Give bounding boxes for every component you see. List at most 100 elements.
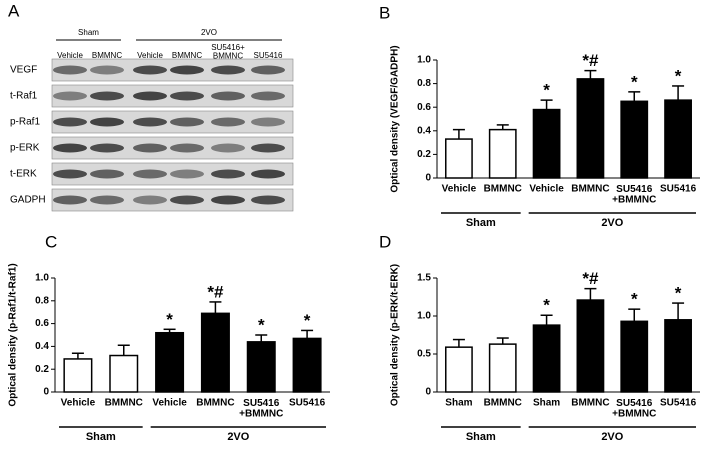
blot-band <box>251 117 285 127</box>
x-tick-label: SU5416 +BMMNC <box>239 398 283 420</box>
blot-band <box>90 91 124 101</box>
x-tick-label: SU5416 +BMMNC <box>612 398 656 420</box>
significance: *# <box>582 51 599 70</box>
y-tick-label: 0 <box>43 387 49 398</box>
lane-label: BMMNC <box>172 51 202 60</box>
blot-band <box>53 169 87 179</box>
blot-band <box>90 117 124 127</box>
blot-band <box>211 91 245 101</box>
row-label: t-ERK <box>10 169 37 180</box>
group-label: 2VO <box>201 28 217 37</box>
significance: * <box>258 315 265 334</box>
bar <box>576 299 605 393</box>
y-tick-label: 1.0 <box>417 55 431 66</box>
row-label: VEGF <box>10 65 37 76</box>
blot-band <box>251 195 285 205</box>
significance: * <box>631 290 638 309</box>
panel-letter: D <box>379 232 391 251</box>
y-tick-label: 0.2 <box>35 364 49 375</box>
group-label: Sham <box>466 217 496 229</box>
blot-band <box>133 169 167 179</box>
blot-band <box>170 143 204 153</box>
blot-band <box>211 169 245 179</box>
significance: * <box>166 310 173 329</box>
blot-band <box>211 117 245 127</box>
blot-band <box>90 195 124 205</box>
blot-band <box>170 117 204 127</box>
bar <box>292 337 322 393</box>
x-tick-label: BMMNC <box>196 398 234 409</box>
y-tick-label: 0.8 <box>417 78 431 89</box>
group-label: Sham <box>86 431 116 443</box>
bar <box>488 128 517 179</box>
bar <box>664 99 692 179</box>
blot-band <box>53 65 87 75</box>
bar <box>620 100 649 179</box>
bar <box>445 346 473 393</box>
x-tick-label: BMMNC <box>571 184 609 195</box>
x-tick-label: Vehicle <box>442 184 477 195</box>
blot-band <box>170 195 204 205</box>
group-label: 2VO <box>601 431 623 443</box>
bar <box>246 341 276 393</box>
panel-letter: B <box>379 3 390 22</box>
bar <box>532 108 561 179</box>
x-tick-label: BMMNC <box>105 398 143 409</box>
blot-band <box>90 65 124 75</box>
blot-band <box>133 143 167 153</box>
blot-band <box>133 65 167 75</box>
blot-band <box>133 91 167 101</box>
x-tick-label: SU5416 <box>660 398 697 409</box>
significance: * <box>631 72 638 91</box>
x-tick-label: SU5416 +BMMNC <box>612 184 656 206</box>
blot-band <box>251 91 285 101</box>
y-tick-label: 0.4 <box>35 341 49 352</box>
panel-letter: C <box>45 232 57 251</box>
blot-band <box>90 143 124 153</box>
blot-band <box>170 169 204 179</box>
blot-band <box>53 143 87 153</box>
blot-band <box>53 117 87 127</box>
blot-band <box>170 65 204 75</box>
row-label: p-ERK <box>10 143 40 154</box>
x-tick-label: Vehicle <box>152 398 187 409</box>
y-tick-label: 0.2 <box>417 149 431 160</box>
significance: * <box>543 296 550 315</box>
significance: *# <box>582 269 599 288</box>
x-tick-label: BMMNC <box>484 398 522 409</box>
blot-band <box>53 91 87 101</box>
bar <box>488 343 517 393</box>
significance: * <box>543 81 550 100</box>
bar <box>532 324 561 393</box>
y-tick-label: 0.4 <box>417 125 431 136</box>
blot-band <box>90 169 124 179</box>
bar <box>200 312 230 393</box>
y-tick-label: 1.0 <box>417 311 431 322</box>
y-axis-label: Optical density (VEGF/GADPH) <box>390 45 401 192</box>
significance: * <box>304 311 311 330</box>
x-tick-label: BMMNC <box>571 398 609 409</box>
lane-label: SU5416 <box>254 51 283 60</box>
significance: *# <box>207 282 224 301</box>
bar <box>664 319 692 393</box>
y-axis-label: Optical density (p-ERK/t-ERK) <box>390 264 401 406</box>
blot-band <box>53 195 87 205</box>
y-tick-label: 0.6 <box>417 102 431 113</box>
bar <box>620 320 649 393</box>
group-label: Sham <box>78 28 99 37</box>
y-tick-label: 1.5 <box>417 273 431 284</box>
y-tick-label: 0.6 <box>35 318 49 329</box>
lane-label: SU5416+ BMMNC <box>211 43 245 60</box>
row-label: p-Raf1 <box>10 117 40 128</box>
blot-band <box>133 195 167 205</box>
x-tick-label: BMMNC <box>484 184 522 195</box>
y-axis-label: Optical density (p-Raf1/t-Raf1) <box>8 263 19 406</box>
blot-band <box>211 65 245 75</box>
x-tick-label: SU5416 <box>660 184 697 195</box>
bar <box>576 78 605 179</box>
y-tick-label: 0 <box>425 387 431 398</box>
row-label: GADPH <box>10 195 46 206</box>
bar <box>63 358 93 393</box>
x-tick-label: Sham <box>533 398 560 409</box>
